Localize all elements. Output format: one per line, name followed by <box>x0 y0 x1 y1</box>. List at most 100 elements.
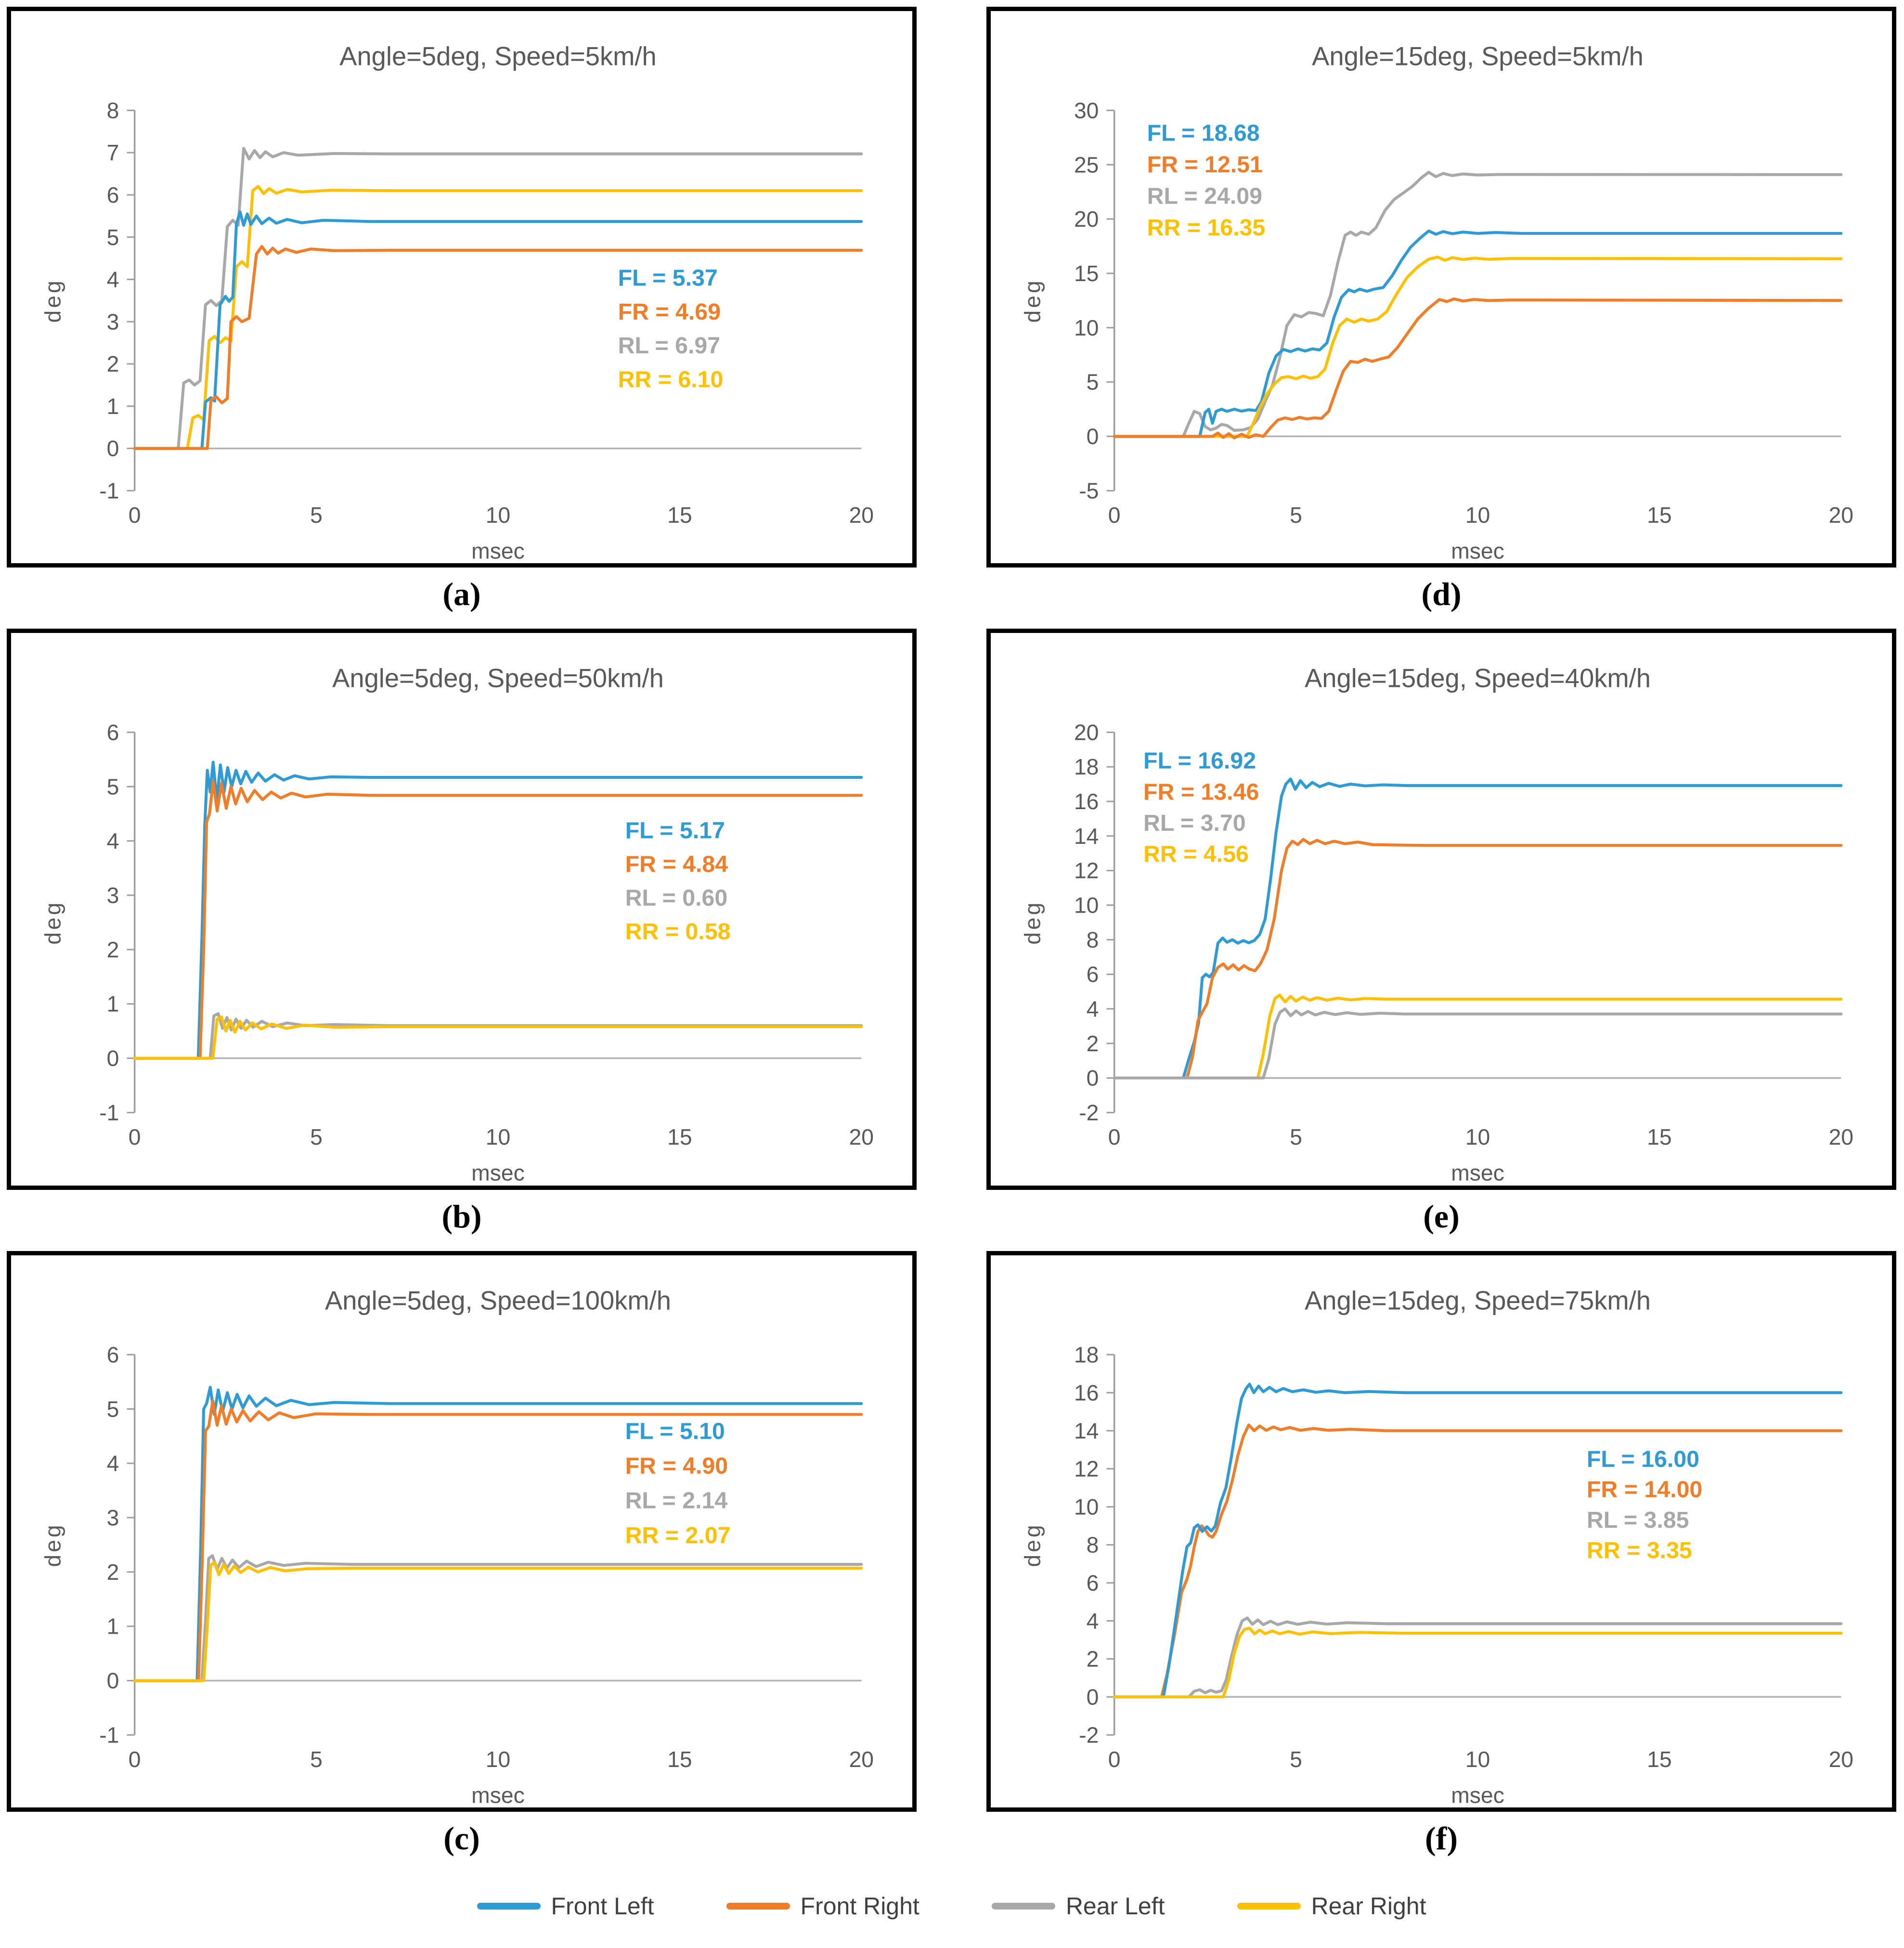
y-axis-tick-label: -1 <box>99 478 119 503</box>
chart-legend: Front Left Front Right Rear Left Rear Ri… <box>7 1884 1896 1928</box>
y-axis-title: deg <box>1020 278 1045 323</box>
series-line-front_right <box>1113 838 1843 1080</box>
y-axis-title: deg <box>40 901 65 945</box>
y-axis-title: deg <box>1020 1522 1045 1567</box>
y-axis-tick-label: 6 <box>1087 962 1099 987</box>
annotation-rear_right: RR = 16.35 <box>1147 215 1266 241</box>
series-line-front_left <box>1113 1382 1843 1699</box>
legend-label-rear-left: Rear Left <box>1065 1893 1165 1920</box>
y-axis-tick-label: 10 <box>1074 315 1099 340</box>
y-axis-tick-label: 8 <box>107 98 119 123</box>
y-axis-tick-label: 14 <box>1074 1418 1099 1443</box>
y-axis-tick-label: 1 <box>107 992 119 1017</box>
x-axis-tick-label: 5 <box>310 1124 323 1149</box>
chart-box-d: Angle=15deg, Speed=5km/h -5 0 5 10 15 20 25 30 0 5… <box>986 7 1896 568</box>
y-axis-tick-label: 14 <box>1074 824 1099 849</box>
chart-caption-d: (d) <box>1421 576 1462 613</box>
x-axis-tick-label: 15 <box>1647 503 1671 528</box>
x-axis-title: msec <box>1451 1782 1504 1807</box>
legend-label-front-right: Front Right <box>800 1893 920 1920</box>
chart-caption-c: (c) <box>443 1820 480 1857</box>
y-axis-tick-label: 6 <box>1087 1570 1099 1595</box>
x-axis-tick-label: 0 <box>129 1124 141 1149</box>
y-axis-tick-label: -2 <box>1079 1100 1099 1125</box>
chart-figure-f: Angle=15deg, Speed=75km/h -2 0 2 4 6 8 10 12 14 16… <box>986 1251 1896 1870</box>
y-axis-tick-label: 8 <box>1087 928 1099 953</box>
chart-caption-a: (a) <box>442 576 481 613</box>
x-axis-tick-label: 10 <box>1465 503 1490 528</box>
series-line-front_right <box>133 780 863 1060</box>
series-line-rear_left <box>133 147 863 450</box>
annotation-rear_left: RL = 6.97 <box>618 333 721 359</box>
annotation-front_right: FR = 4.90 <box>625 1453 728 1479</box>
x-axis-tick-label: 0 <box>1108 1124 1121 1149</box>
x-axis-title: msec <box>471 538 525 563</box>
chart-box-a: Angle=5deg, Speed=5km/h -1 0 1 2 3 4 5 6 7 8 0 5 10 15… <box>7 7 917 568</box>
x-axis-tick-label: 20 <box>1829 1124 1853 1149</box>
legend-item-rear-right: Rear Right <box>1237 1892 1426 1920</box>
annotation-rear_left: RL = 0.60 <box>625 885 728 911</box>
series-line-front_right <box>1113 1423 1843 1699</box>
charts-grid: Angle=5deg, Speed=5km/h -1 0 1 2 3 4 5 6 7 8 0 5 10 15… <box>7 7 1896 1870</box>
chart-title: Angle=5deg, Speed=100km/h <box>325 1286 671 1315</box>
series-line-rear_left <box>133 1012 863 1060</box>
series-line-rear_left <box>1113 1616 1843 1699</box>
y-axis-tick-label: 4 <box>1087 996 1099 1021</box>
y-axis-title: deg <box>40 278 65 323</box>
y-axis-tick-label: 12 <box>1074 858 1099 883</box>
y-axis-tick-label: 0 <box>107 436 119 461</box>
y-axis-tick-label: 12 <box>1074 1456 1099 1481</box>
series-line-front_right <box>1113 297 1843 439</box>
annotation-rear_right: RR = 2.07 <box>625 1522 731 1548</box>
legend-item-front-left: Front Left <box>477 1892 654 1920</box>
annotation-front_left: FL = 5.10 <box>625 1418 725 1444</box>
y-axis-tick-label: 4 <box>107 267 119 292</box>
x-axis-tick-label: 15 <box>1647 1746 1671 1771</box>
x-axis-tick-label: 15 <box>667 1124 692 1149</box>
chart-box-e: Angle=15deg, Speed=40km/h -2 0 2 4 6 8 10 12 14 16… <box>986 629 1896 1190</box>
y-axis-tick-label: 30 <box>1074 98 1099 123</box>
chart-canvas-e: Angle=15deg, Speed=40km/h -2 0 2 4 6 8 10 12 14 16… <box>1020 664 1853 1186</box>
series-line-front_left <box>133 1385 863 1682</box>
chart-box-c: Angle=5deg, Speed=100km/h -1 0 1 2 3 4 5 6 0 5 10 15… <box>7 1251 917 1812</box>
x-axis-tick-label: 20 <box>1829 1746 1853 1771</box>
annotation-rear_left: RL = 3.70 <box>1143 810 1246 836</box>
chart-caption-f: (f) <box>1425 1820 1458 1857</box>
x-axis-tick-label: 15 <box>1647 1124 1671 1149</box>
y-axis-tick-label: 1 <box>107 1613 119 1638</box>
x-axis-tick-label: 5 <box>310 503 323 528</box>
x-axis-tick-label: 10 <box>1465 1124 1490 1149</box>
chart-caption-e: (e) <box>1423 1198 1460 1235</box>
x-axis-tick-label: 15 <box>667 1746 692 1771</box>
y-axis-tick-label: 10 <box>1074 1494 1099 1519</box>
y-axis-tick-label: 0 <box>1087 424 1099 449</box>
annotation-rear_left: RL = 24.09 <box>1147 183 1262 209</box>
y-axis-tick-label: 5 <box>107 1396 119 1421</box>
y-axis-tick-label: 3 <box>107 1505 119 1530</box>
annotation-front_right: FR = 4.84 <box>625 851 728 877</box>
annotation-front_right: FR = 4.69 <box>618 299 721 325</box>
x-axis-tick-label: 20 <box>849 1124 874 1149</box>
y-axis-tick-label: 4 <box>1087 1608 1099 1633</box>
y-axis-tick-label: 2 <box>107 937 119 962</box>
chart-canvas-d: Angle=15deg, Speed=5km/h -5 0 5 10 15 20 25 30 0 5… <box>1020 42 1853 564</box>
x-axis-tick-label: 10 <box>486 1124 510 1149</box>
series-line-front_left <box>1113 777 1843 1080</box>
x-axis-tick-label: 10 <box>486 1746 510 1771</box>
legend-item-front-right: Front Right <box>726 1892 920 1920</box>
annotation-rear_right: RR = 6.10 <box>618 366 724 392</box>
series-line-rear_right <box>133 1561 863 1682</box>
chart-caption-b: (b) <box>441 1198 482 1235</box>
y-axis-tick-label: 0 <box>107 1668 119 1693</box>
y-axis-tick-label: 2 <box>1087 1646 1099 1671</box>
rear-left-line-swatch-icon <box>991 1903 1055 1910</box>
x-axis-tick-label: 20 <box>849 503 874 528</box>
chart-box-f: Angle=15deg, Speed=75km/h -2 0 2 4 6 8 10 12 14 16… <box>986 1251 1896 1812</box>
x-axis-tick-label: 15 <box>667 503 692 528</box>
annotation-front_left: FL = 5.17 <box>625 818 725 844</box>
chart-figure-c: Angle=5deg, Speed=100km/h -1 0 1 2 3 4 5 6 0 5 10 15… <box>7 1251 917 1870</box>
y-axis-tick-label: 6 <box>107 1342 119 1367</box>
legend-label-rear-right: Rear Right <box>1311 1893 1426 1920</box>
x-axis-tick-label: 0 <box>129 1746 141 1771</box>
